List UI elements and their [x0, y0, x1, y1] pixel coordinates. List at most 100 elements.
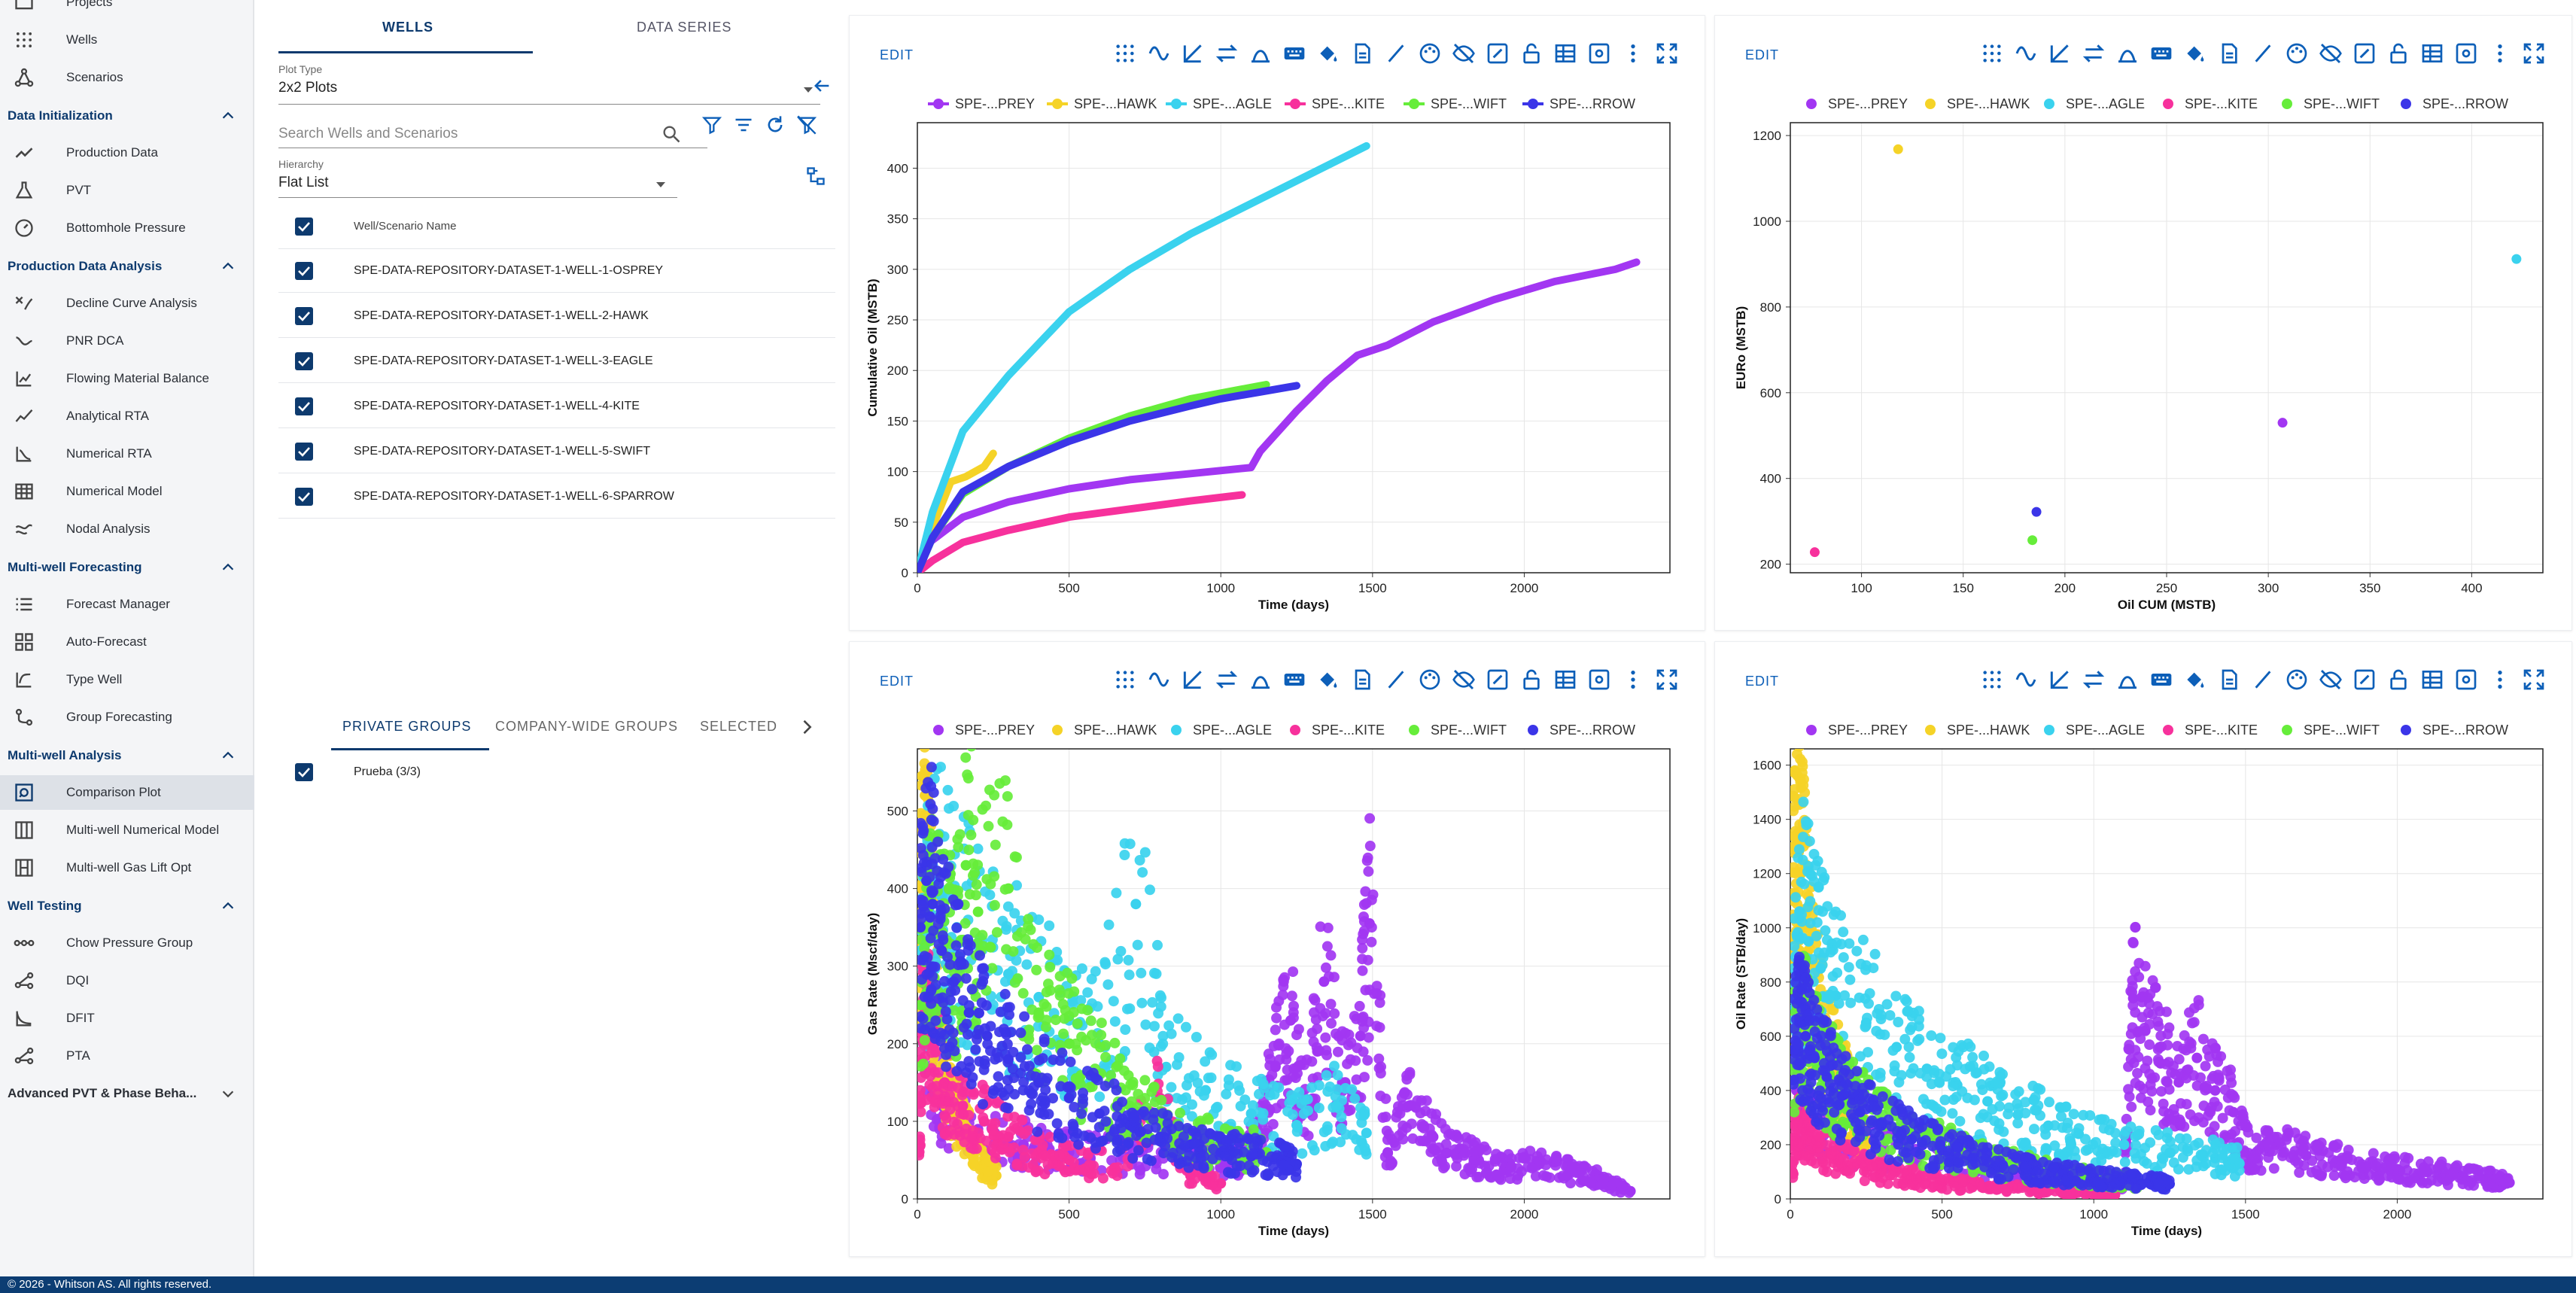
collapse-panel-icon[interactable] [811, 75, 832, 96]
paint-bucket-icon[interactable] [1316, 668, 1340, 692]
well-name[interactable]: SPE-DATA-REPOSITORY-DATASET-1-WELL-6-SPA… [354, 490, 674, 503]
sidebar-item-bottomhole-pressure[interactable]: Bottomhole Pressure [0, 211, 254, 245]
keyboard-icon[interactable] [2149, 668, 2173, 692]
well-name[interactable]: SPE-DATA-REPOSITORY-DATASET-1-WELL-3-EAG… [354, 354, 653, 367]
tab-private-groups[interactable]: PRIVATE GROUPS [342, 719, 472, 734]
curve-fit-icon[interactable] [2014, 668, 2038, 692]
sidebar-item-auto-forecast[interactable]: Auto-Forecast [0, 625, 254, 659]
chevron-up-icon[interactable] [220, 898, 236, 914]
sidebar-item-analytical-rta[interactable]: Analytical RTA [0, 399, 254, 434]
sidebar-item-chow-pressure-group[interactable]: Chow Pressure Group [0, 926, 254, 960]
sidebar-item-production-data[interactable]: Production Data [0, 135, 254, 170]
table-icon[interactable] [2420, 41, 2444, 65]
chart-plot[interactable]: SPE-...PREY SPE-...HAWK SPE-...AGLE SPE-...… [1715, 642, 2571, 1258]
curve-fit-icon[interactable] [1147, 41, 1171, 65]
annotate-icon[interactable] [2352, 41, 2377, 65]
tab-wells[interactable]: WELLS [382, 20, 433, 35]
lock-icon[interactable] [2386, 668, 2410, 692]
table-icon[interactable] [2420, 668, 2444, 692]
palette-icon[interactable] [1418, 668, 1442, 692]
well-checkbox[interactable] [295, 352, 313, 370]
tab-data-series[interactable]: DATA SERIES [637, 20, 732, 35]
filter-icon[interactable] [701, 114, 722, 135]
chevron-down-icon[interactable] [220, 1085, 236, 1102]
chart-plot[interactable]: SPE-...PREY SPE-...HAWK SPE-...AGLE SPE-...… [850, 16, 1705, 631]
tab-company-wide-groups[interactable]: COMPANY-WIDE GROUPS [495, 719, 679, 734]
well-name[interactable]: SPE-DATA-REPOSITORY-DATASET-1-WELL-5-SWI… [354, 445, 651, 458]
sidebar-item-multi-well-gas-lift-opt[interactable]: Multi-well Gas Lift Opt [0, 850, 254, 885]
sidebar-item-scenarios[interactable]: Scenarios [0, 60, 254, 95]
chevron-up-icon[interactable] [220, 747, 236, 764]
clear-filter-icon[interactable] [796, 114, 817, 135]
search-icon[interactable] [661, 123, 682, 145]
fullscreen-icon[interactable] [2522, 41, 2546, 65]
line-tool-icon[interactable] [1384, 668, 1408, 692]
swap-axes-icon[interactable] [2082, 41, 2106, 65]
fullscreen-icon[interactable] [1655, 41, 1679, 65]
hide-icon[interactable] [1452, 41, 1476, 65]
sidebar-item-comparison-plot[interactable]: Comparison Plot [0, 775, 254, 810]
peak-icon[interactable] [1248, 41, 1273, 65]
more-vert-icon[interactable] [2488, 41, 2512, 65]
dot-grid-icon[interactable] [1113, 668, 1137, 692]
sidebar-item-numerical-model[interactable]: Numerical Model [0, 474, 254, 509]
chevron-up-icon[interactable] [220, 258, 236, 275]
plot-type-select[interactable]: 2x2 Plots [278, 75, 837, 105]
sidebar-item-pnr-dca[interactable]: PNR DCA [0, 324, 254, 358]
sidebar-item-dqi[interactable]: DQI [0, 963, 254, 998]
peak-icon[interactable] [1248, 668, 1273, 692]
sidebar-item-nodal-analysis[interactable]: Nodal Analysis [0, 512, 254, 546]
lock-icon[interactable] [1519, 41, 1543, 65]
document-icon[interactable] [2217, 41, 2241, 65]
lock-icon[interactable] [1519, 668, 1543, 692]
well-checkbox[interactable] [295, 307, 313, 325]
chevron-right-icon[interactable] [796, 716, 817, 738]
search-input[interactable] [278, 122, 707, 146]
sidebar-item-numerical-rta[interactable]: Numerical RTA [0, 437, 254, 471]
sidebar-section-advanced-pvt-phase-beha[interactable]: Advanced PVT & Phase Beha... [0, 1076, 254, 1111]
annotate-icon[interactable] [2352, 668, 2377, 692]
dot-grid-icon[interactable] [1980, 668, 2004, 692]
hide-icon[interactable] [1452, 668, 1476, 692]
chevron-up-icon[interactable] [220, 108, 236, 124]
sidebar-item-projects[interactable]: Projects [0, 0, 254, 20]
focus-icon[interactable] [2454, 41, 2478, 65]
table-icon[interactable] [1553, 668, 1577, 692]
sidebar-item-multi-well-numerical-model[interactable]: Multi-well Numerical Model [0, 813, 254, 847]
paint-bucket-icon[interactable] [2183, 41, 2207, 65]
curve-fit-icon[interactable] [1147, 668, 1171, 692]
well-checkbox[interactable] [295, 488, 313, 506]
hierarchy-select[interactable]: Flat List [278, 170, 700, 200]
fullscreen-icon[interactable] [2522, 668, 2546, 692]
more-vert-icon[interactable] [2488, 668, 2512, 692]
palette-icon[interactable] [1418, 41, 1442, 65]
table-icon[interactable] [1553, 41, 1577, 65]
select-all-checkbox[interactable] [295, 218, 313, 236]
well-checkbox[interactable] [295, 262, 313, 280]
well-checkbox[interactable] [295, 443, 313, 461]
axis-line-icon[interactable] [2048, 668, 2072, 692]
sidebar-section-multi-well-forecasting[interactable]: Multi-well Forecasting [0, 550, 254, 585]
more-vert-icon[interactable] [1621, 41, 1645, 65]
dot-grid-icon[interactable] [1980, 41, 2004, 65]
sidebar-item-group-forecasting[interactable]: Group Forecasting [0, 700, 254, 735]
chevron-up-icon[interactable] [220, 559, 236, 576]
group-checkbox[interactable] [295, 763, 313, 781]
focus-icon[interactable] [1587, 41, 1611, 65]
sidebar-section-multi-well-analysis[interactable]: Multi-well Analysis [0, 738, 254, 773]
keyboard-icon[interactable] [2149, 41, 2173, 65]
keyboard-icon[interactable] [1282, 668, 1306, 692]
axis-line-icon[interactable] [1181, 41, 1205, 65]
sidebar-item-flowing-material-balance[interactable]: Flowing Material Balance [0, 361, 254, 396]
edit-button[interactable]: EDIT [1745, 47, 1780, 62]
sidebar-item-type-well[interactable]: Type Well [0, 662, 254, 697]
paint-bucket-icon[interactable] [1316, 41, 1340, 65]
sidebar-item-decline-curve-analysis[interactable]: Decline Curve Analysis [0, 286, 254, 321]
edit-button[interactable]: EDIT [1745, 674, 1780, 689]
sort-filter-icon[interactable] [733, 114, 754, 135]
well-name[interactable]: SPE-DATA-REPOSITORY-DATASET-1-WELL-2-HAW… [354, 309, 649, 322]
palette-icon[interactable] [2285, 668, 2309, 692]
swap-axes-icon[interactable] [2082, 668, 2106, 692]
document-icon[interactable] [1350, 668, 1374, 692]
fullscreen-icon[interactable] [1655, 668, 1679, 692]
